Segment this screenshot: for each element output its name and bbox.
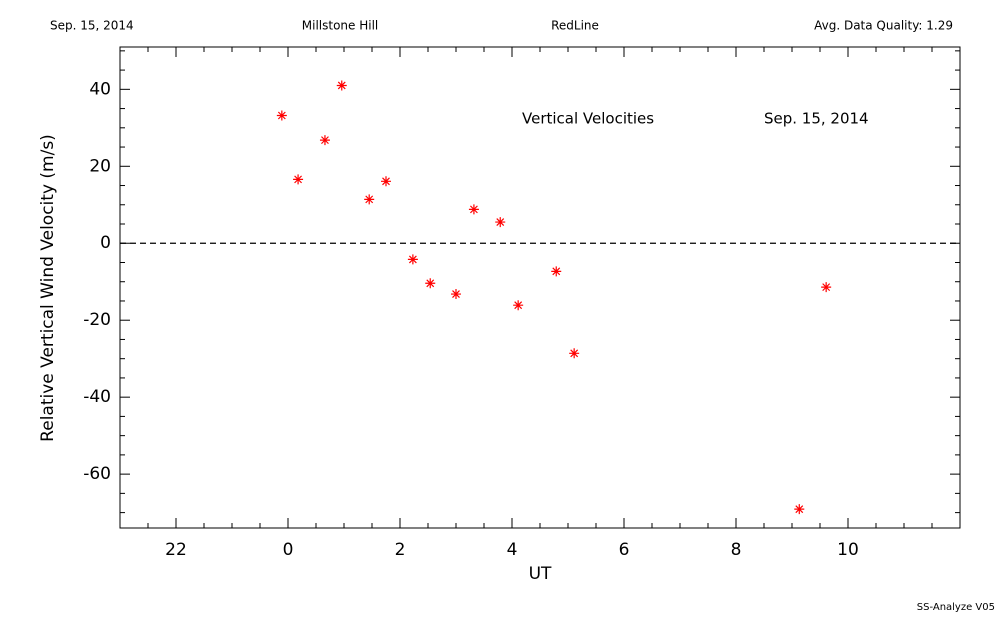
y-tick-label: -20 — [83, 310, 111, 330]
header-quality: Avg. Data Quality: 1.29 — [814, 19, 953, 33]
marker — [495, 217, 506, 228]
marker — [319, 135, 330, 146]
marker — [794, 504, 805, 515]
y-tick-label: -60 — [83, 464, 111, 484]
marker — [276, 110, 287, 121]
header-date: Sep. 15, 2014 — [50, 19, 134, 33]
marker — [451, 289, 461, 300]
y-tick-label: 0 — [100, 233, 111, 253]
marker — [425, 278, 436, 289]
marker — [381, 176, 391, 187]
marker — [821, 282, 832, 293]
marker — [293, 174, 304, 185]
y-tick-label: -40 — [83, 387, 111, 407]
marker — [569, 348, 580, 359]
marker — [468, 204, 479, 215]
header-filter: RedLine — [551, 19, 599, 33]
y-tick-label: 20 — [89, 156, 111, 176]
marker — [364, 194, 375, 205]
x-tick-label: 0 — [283, 540, 294, 560]
marker — [551, 266, 562, 277]
x-tick-label: 8 — [731, 540, 742, 560]
y-axis-label: Relative Vertical Wind Velocity (m/s) — [38, 134, 58, 442]
footer: SS-Analyze V05 — [917, 602, 995, 613]
marker — [407, 254, 418, 265]
x-tick-label: 22 — [165, 540, 187, 560]
header-site: Millstone Hill — [302, 19, 378, 33]
marker — [336, 80, 347, 91]
x-tick-label: 6 — [619, 540, 630, 560]
x-tick-label: 10 — [837, 540, 859, 560]
annotation: Vertical Velocities — [522, 110, 654, 128]
y-tick-label: 40 — [89, 79, 111, 99]
annotation: Sep. 15, 2014 — [764, 110, 869, 128]
marker — [513, 300, 524, 311]
x-axis-label: UT — [529, 564, 552, 584]
x-tick-label: 2 — [395, 540, 406, 560]
x-tick-label: 4 — [507, 540, 518, 560]
